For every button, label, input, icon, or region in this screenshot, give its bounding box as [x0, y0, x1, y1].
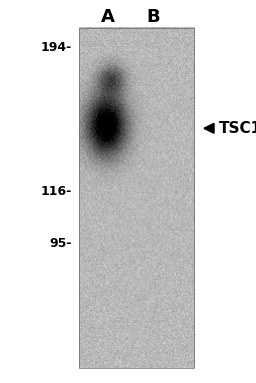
- Text: TSC1: TSC1: [219, 121, 256, 136]
- Bar: [79, 28, 194, 368]
- Text: 116-: 116-: [40, 185, 72, 198]
- Text: A: A: [101, 8, 114, 26]
- Text: B: B: [147, 8, 161, 26]
- Text: 194-: 194-: [40, 41, 72, 54]
- Text: 95-: 95-: [49, 237, 72, 250]
